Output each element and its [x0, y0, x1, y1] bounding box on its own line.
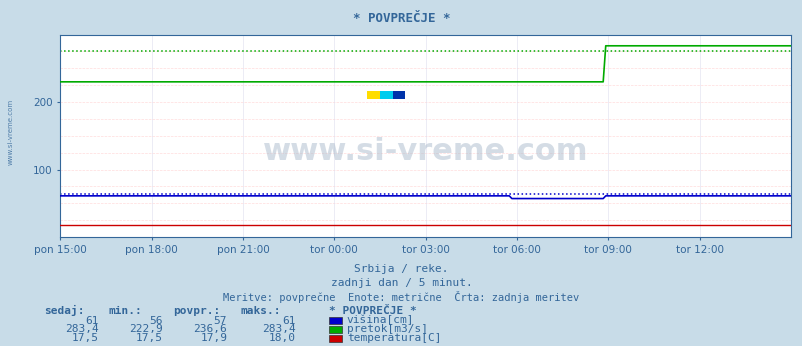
Bar [392, 91, 405, 99]
Text: 17,9: 17,9 [200, 333, 227, 343]
Text: 236,6: 236,6 [193, 324, 227, 334]
Text: 18,0: 18,0 [268, 333, 295, 343]
Text: 57: 57 [213, 316, 227, 326]
Text: * POVPREČJE *: * POVPREČJE * [352, 12, 450, 25]
Text: 61: 61 [85, 316, 99, 326]
Text: 61: 61 [282, 316, 295, 326]
Text: 56: 56 [149, 316, 163, 326]
Text: * POVPREČJE *: * POVPREČJE * [329, 306, 416, 316]
Bar [379, 91, 392, 99]
Text: www.si-vreme.com: www.si-vreme.com [262, 137, 588, 166]
Text: min.:: min.: [108, 306, 142, 316]
Text: temperatura[C]: temperatura[C] [346, 333, 441, 343]
Text: www.si-vreme.com: www.si-vreme.com [7, 98, 14, 165]
Text: povpr.:: povpr.: [172, 306, 220, 316]
Text: 17,5: 17,5 [71, 333, 99, 343]
Text: pretok[m3/s]: pretok[m3/s] [346, 324, 427, 334]
Text: višina[cm]: višina[cm] [346, 315, 414, 326]
Text: Meritve: povprečne  Enote: metrične  Črta: zadnja meritev: Meritve: povprečne Enote: metrične Črta:… [223, 291, 579, 303]
Text: 283,4: 283,4 [65, 324, 99, 334]
Text: maks.:: maks.: [241, 306, 281, 316]
Text: 17,5: 17,5 [136, 333, 163, 343]
Text: 222,9: 222,9 [129, 324, 163, 334]
Text: sedaj:: sedaj: [44, 305, 84, 316]
Text: 283,4: 283,4 [261, 324, 295, 334]
Text: zadnji dan / 5 minut.: zadnji dan / 5 minut. [330, 279, 472, 289]
Bar [367, 91, 379, 99]
Text: Srbija / reke.: Srbija / reke. [354, 264, 448, 274]
